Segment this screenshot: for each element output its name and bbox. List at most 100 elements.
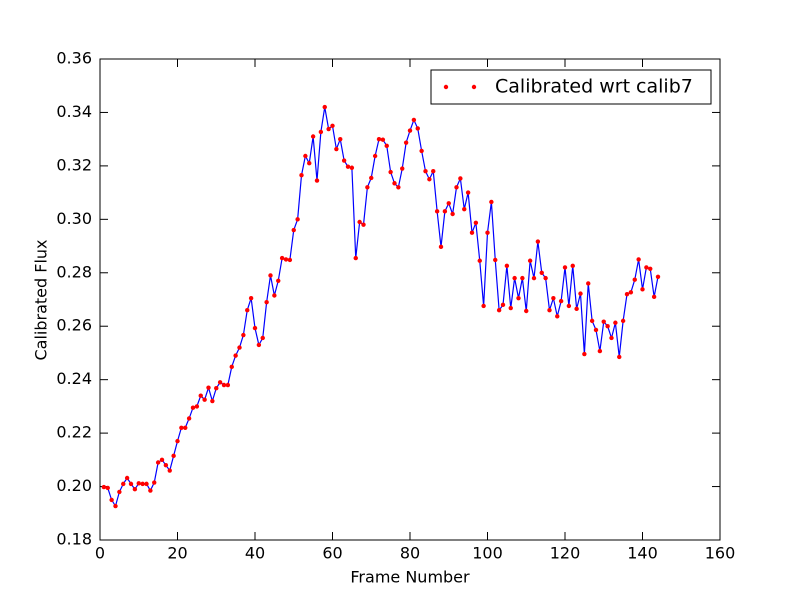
y-tick-label: 0.26 [56,316,92,335]
data-point [589,318,595,324]
data-point [163,462,169,468]
data-point [477,258,482,263]
legend-label: Calibrated wrt calib7 [495,76,693,98]
x-axis-label: Frame Number [350,568,470,587]
data-point [462,206,467,212]
legend-marker [471,84,477,90]
series-line [103,106,659,508]
data-point [527,258,533,263]
data-point [489,199,494,205]
data-point [357,219,362,225]
data-point [582,351,587,357]
data-point [578,291,583,296]
data-point [338,136,343,142]
data-point [500,302,506,308]
data-point [450,211,455,217]
data-point [372,153,378,159]
data-point [229,364,234,370]
data-point [504,263,510,269]
y-tick-label: 0.28 [56,262,92,281]
data-point [481,303,486,309]
data-point [655,274,661,279]
y-tick-label: 0.20 [56,476,92,495]
data-point [434,209,440,214]
data-point [423,169,428,174]
data-point [407,128,413,133]
y-tick-label: 0.24 [56,369,92,388]
x-tick-label: 0 [95,544,105,563]
data-point [520,275,525,281]
data-point [198,393,203,398]
data-point [144,481,149,487]
data-point [558,298,564,304]
data-point [605,324,610,329]
data-point [485,230,490,235]
data-point [465,190,471,195]
data-point [341,158,347,163]
data-point [194,404,200,409]
data-point [524,308,529,314]
data-point [252,325,258,331]
data-point [597,348,603,354]
data-point [632,277,637,282]
data-point [345,164,351,169]
data-point [299,173,304,178]
y-tick-label: 0.30 [56,209,92,228]
data-point [237,345,242,350]
data-point [210,398,215,404]
data-point [140,481,145,487]
y-axis-label: Calibrated Flux [32,239,51,360]
data-point [442,209,448,214]
data-point [644,265,649,270]
legend-box [430,69,712,105]
data-point [287,257,293,263]
x-tick-label: 80 [400,544,420,563]
data-point [279,255,285,261]
y-tick-label: 0.22 [56,423,92,442]
data-point [648,266,653,271]
y-tick-label: 0.32 [56,155,92,174]
data-point [245,307,250,313]
data-point [454,185,459,190]
data-point [272,293,277,298]
data-point [291,227,296,233]
data-point [473,220,479,226]
data-point [388,169,393,175]
data-point [512,275,517,281]
data-point [105,485,110,491]
data-point [109,497,114,503]
x-tick-label: 120 [550,544,581,563]
data-point [601,319,606,324]
data-point [380,137,386,142]
x-tick-label: 100 [472,544,503,563]
data-point [171,453,176,459]
data-point [326,126,331,132]
plot-frame [99,58,721,541]
x-tick-label: 60 [322,544,342,563]
y-tick-label: 0.36 [56,49,92,68]
data-point [392,181,397,186]
data-point [636,257,641,262]
data-point [593,327,599,333]
data-point [152,480,157,485]
data-point [617,354,622,360]
data-point [303,153,308,159]
data-point [640,287,645,292]
data-point [155,460,161,465]
data-point [369,175,374,181]
data-point [190,405,196,410]
x-tick-label: 40 [245,544,265,563]
data-point [403,140,409,145]
data-point [547,307,552,313]
data-point [438,244,444,250]
data-point [256,342,262,348]
data-point [183,425,188,430]
data-point [318,129,324,135]
data-point [555,314,560,319]
data-point [419,148,424,154]
x-tick-label: 160 [705,544,736,563]
data-point [128,481,134,487]
data-point [516,295,521,301]
data-point [283,257,289,262]
data-point [566,303,572,309]
